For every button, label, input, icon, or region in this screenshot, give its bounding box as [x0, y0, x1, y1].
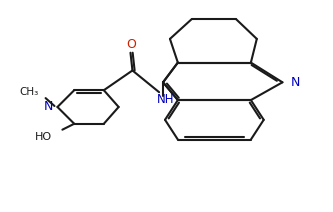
Text: CH₃: CH₃ — [19, 87, 39, 97]
Text: HO: HO — [34, 132, 52, 142]
Text: NH: NH — [157, 93, 175, 106]
Text: N: N — [44, 100, 54, 113]
Text: O: O — [127, 38, 137, 51]
Text: N: N — [290, 76, 300, 89]
